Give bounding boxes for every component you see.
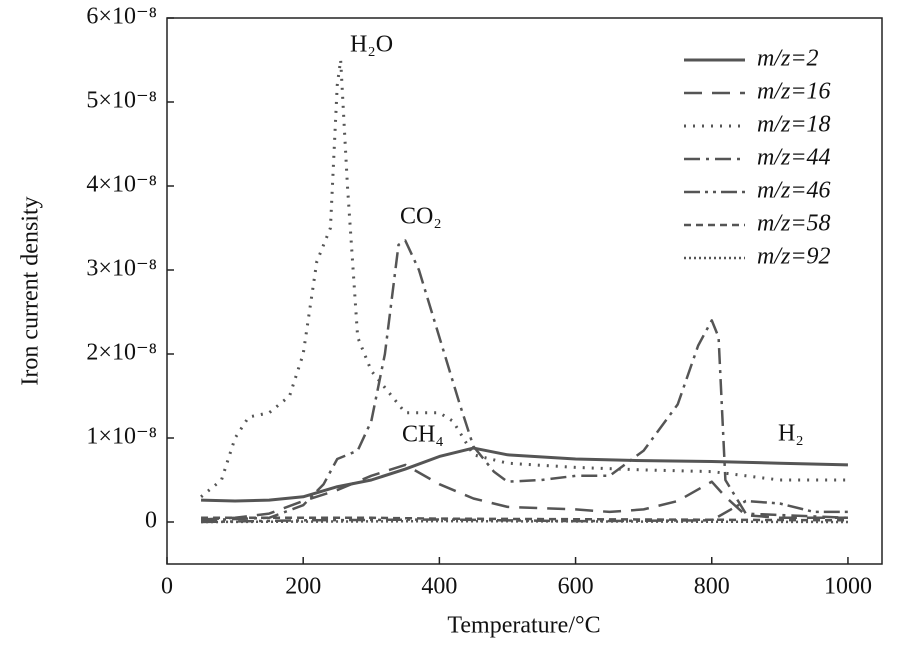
legend-label: m/z=92 xyxy=(757,244,831,270)
plot-frame xyxy=(166,17,883,565)
y-tick-label: 5×10⁻⁸ xyxy=(86,88,157,114)
legend-label: m/z=46 xyxy=(757,178,831,204)
y-tick-label: 4×10⁻⁸ xyxy=(86,172,157,198)
y-axis-label: Iron current density xyxy=(18,196,44,385)
x-tick-label: 400 xyxy=(421,574,457,600)
series-line xyxy=(201,239,849,522)
series-line xyxy=(200,463,848,521)
series-line xyxy=(201,519,848,524)
legend-label: m/z=44 xyxy=(757,145,831,171)
annotation: CH₄ xyxy=(402,422,444,448)
y-tick-label: 1×10⁻⁸ xyxy=(86,424,157,450)
y-tick-label: 2×10⁻⁸ xyxy=(86,340,157,366)
x-axis-label: Temperature/°C xyxy=(447,613,600,639)
annotation: CO₂ xyxy=(400,204,442,230)
y-tick-label: 0 xyxy=(145,508,157,534)
y-tick-label: 3×10⁻⁸ xyxy=(86,256,157,282)
x-tick-label: 800 xyxy=(694,574,730,600)
x-tick-label: 1000 xyxy=(824,574,872,600)
legend-label: m/z=16 xyxy=(757,79,831,105)
legend-label: m/z=58 xyxy=(757,211,831,237)
x-tick-label: 600 xyxy=(558,574,594,600)
annotation: H₂O xyxy=(350,32,393,58)
y-tick-label: 6×10⁻⁸ xyxy=(86,4,157,30)
series-line xyxy=(201,516,848,522)
legend-label: m/z=18 xyxy=(757,112,831,138)
series-line xyxy=(201,446,848,503)
x-tick-label: 0 xyxy=(161,574,173,600)
series-line xyxy=(200,58,848,498)
legend-label: m/z=2 xyxy=(757,46,819,72)
x-tick-label: 200 xyxy=(285,574,321,600)
annotation: H₂ xyxy=(778,421,804,447)
